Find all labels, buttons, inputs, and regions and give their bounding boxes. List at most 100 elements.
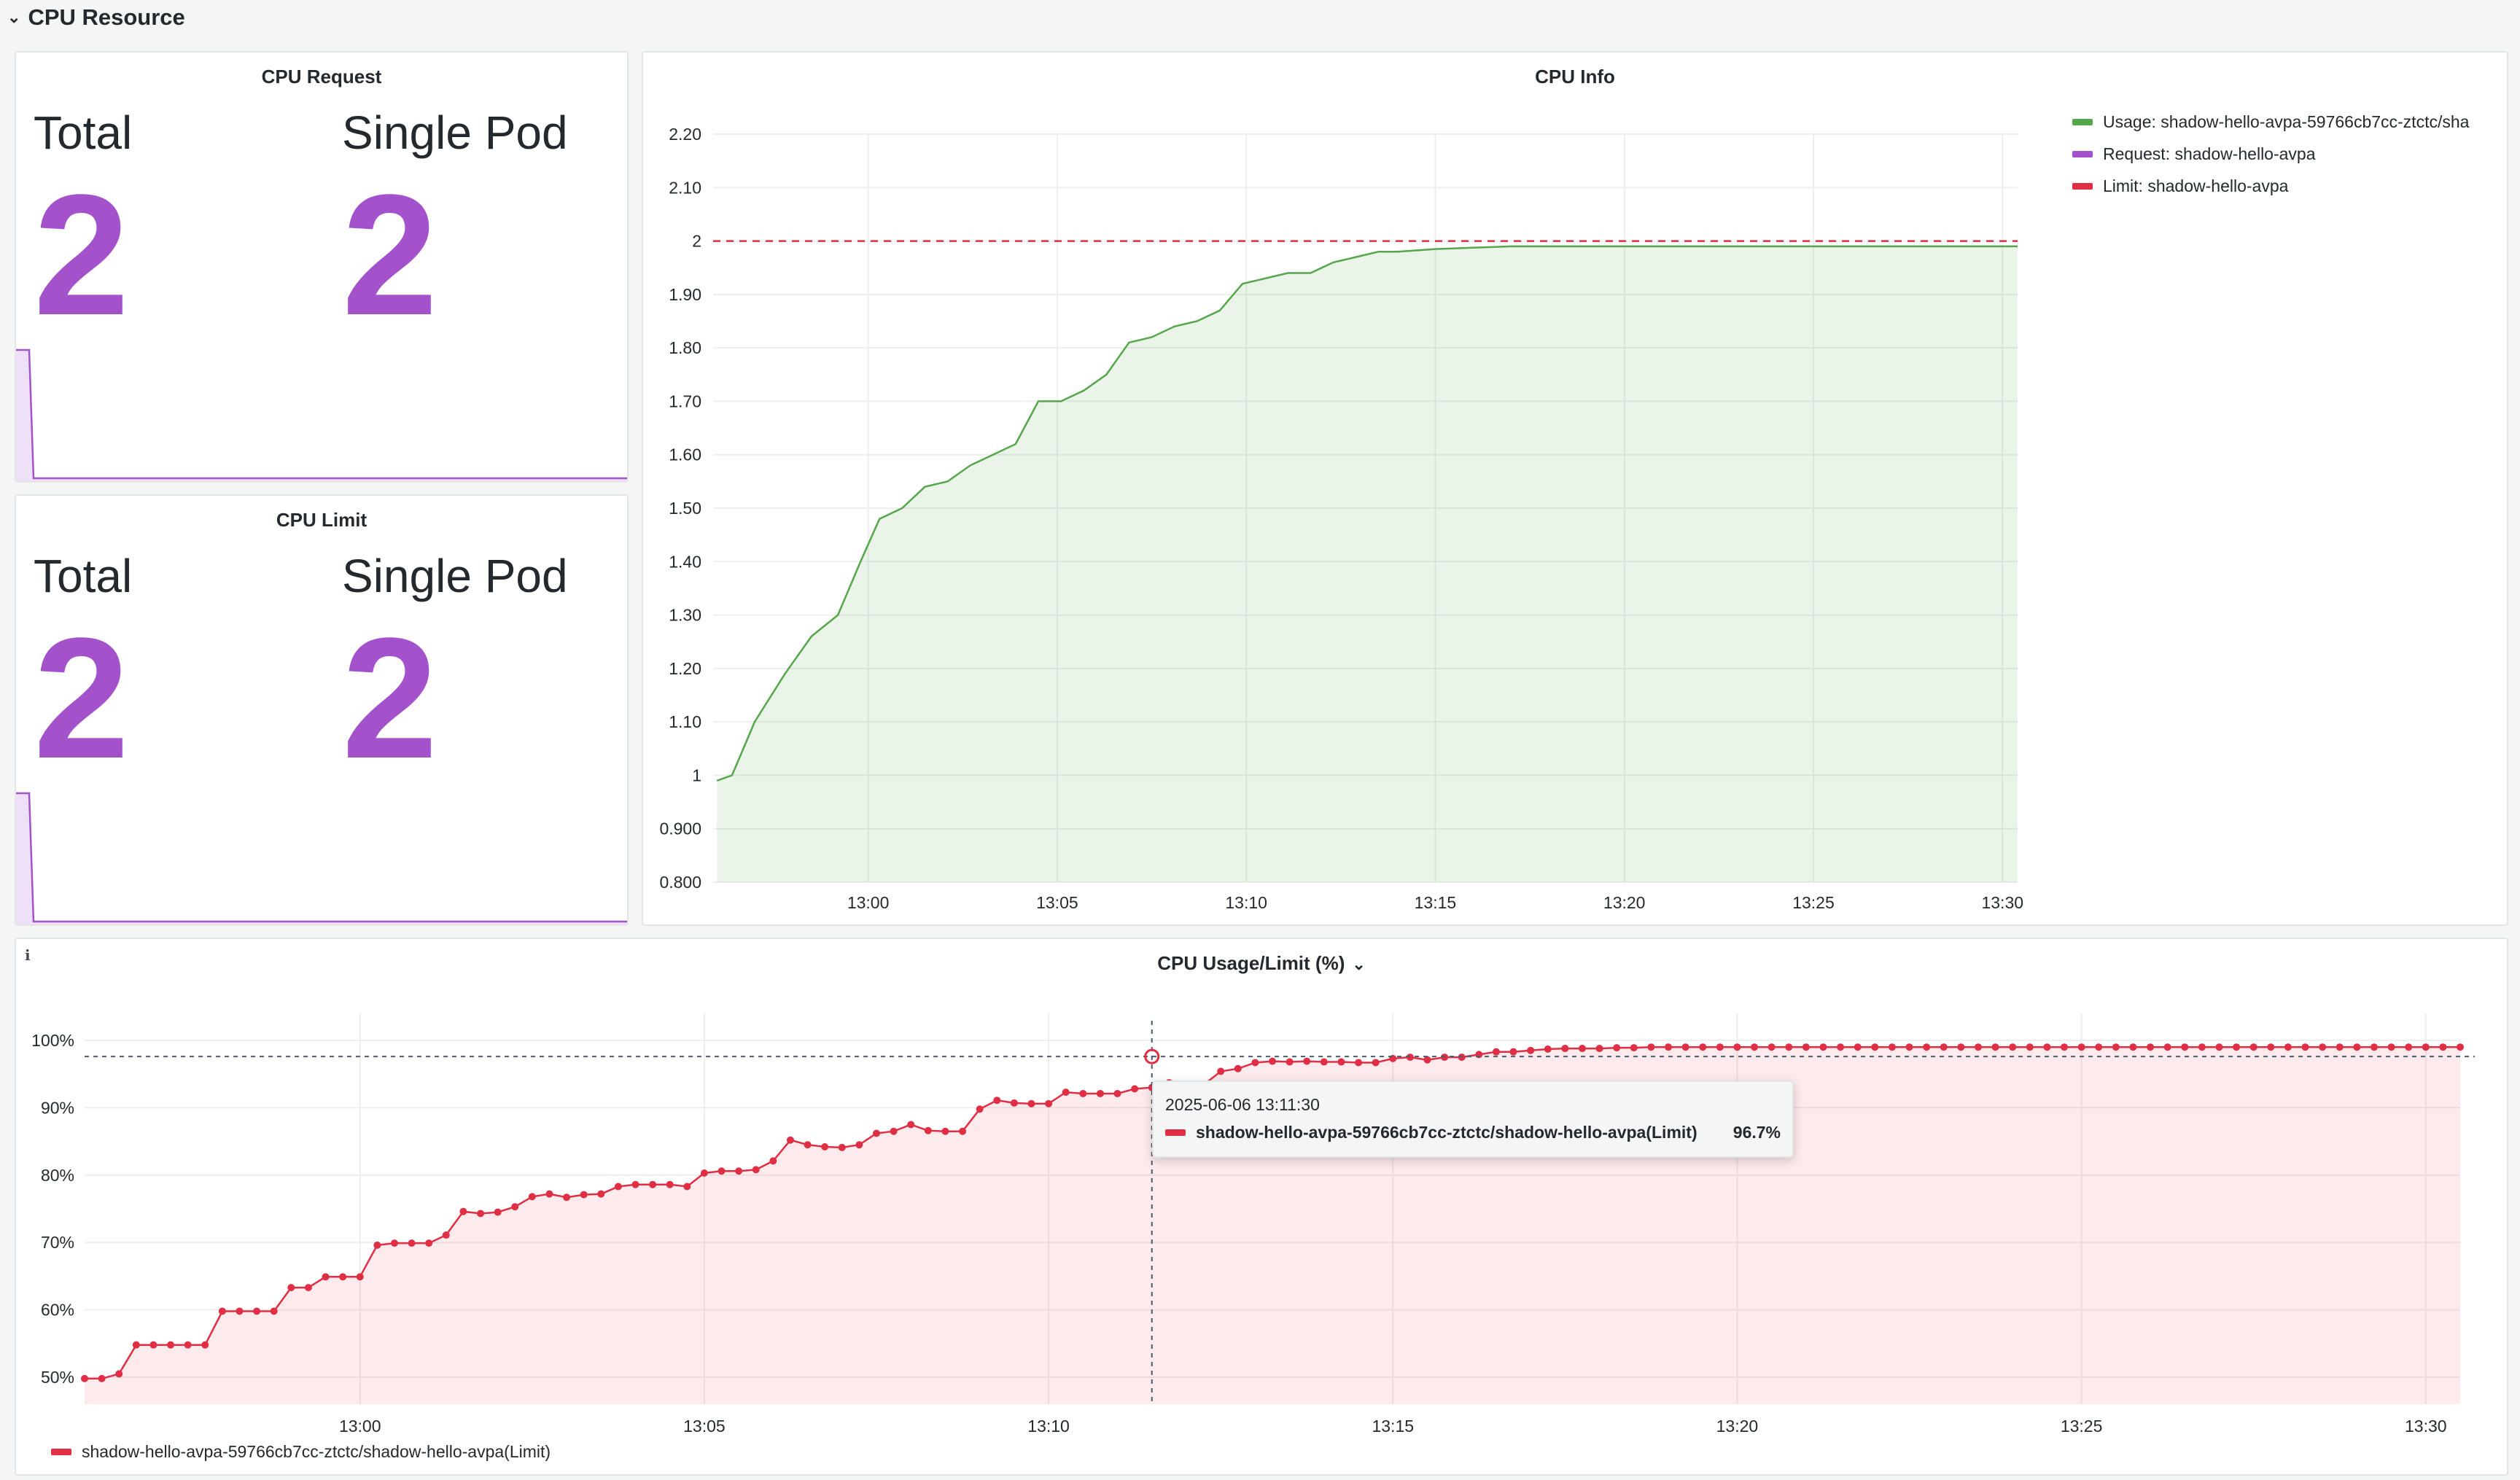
- y-tick-label: 1.70: [669, 392, 701, 410]
- stat-label: Single Pod: [342, 550, 568, 602]
- data-point: [1544, 1045, 1552, 1053]
- data-point: [1062, 1088, 1070, 1097]
- data-point: [149, 1341, 158, 1349]
- usage-area: [717, 246, 2018, 882]
- panel-title[interactable]: CPU Request: [261, 66, 382, 87]
- data-point: [941, 1127, 949, 1135]
- data-point: [1010, 1099, 1018, 1107]
- legend-swatch: [2072, 151, 2093, 157]
- data-point: [1027, 1099, 1035, 1107]
- stat-total: Total 2: [34, 109, 132, 341]
- data-point: [115, 1370, 123, 1378]
- legend-item-usage[interactable]: Usage: shadow-hello-avpa-59766cb7cc-ztct…: [2072, 112, 2469, 132]
- data-point: [1613, 1044, 1621, 1052]
- data-point: [1957, 1043, 1965, 1051]
- tooltip-time: 2025-06-06 13:11:30: [1165, 1095, 1320, 1114]
- data-point: [1423, 1056, 1431, 1064]
- y-tick-label: 100%: [31, 1031, 74, 1050]
- legend-item-limit[interactable]: Limit: shadow-hello-avpa: [2072, 176, 2288, 196]
- data-point: [1991, 1043, 1999, 1051]
- legend-item-limit[interactable]: shadow-hello-avpa-59766cb7cc-ztctc/shado…: [51, 1442, 551, 1462]
- data-point: [528, 1193, 536, 1201]
- data-point: [2129, 1043, 2137, 1051]
- data-point: [1923, 1043, 1931, 1051]
- data-point: [2336, 1043, 2344, 1051]
- data-point: [2147, 1043, 2155, 1051]
- data-point: [1837, 1043, 1845, 1051]
- data-point: [1234, 1064, 1242, 1072]
- data-point: [2439, 1043, 2447, 1051]
- data-point: [81, 1374, 88, 1382]
- x-tick-label: 13:25: [1792, 893, 1835, 912]
- legend-label: Request: shadow-hello-avpa: [2103, 144, 2316, 163]
- data-point: [1819, 1043, 1827, 1051]
- x-tick-label: 13:20: [1716, 1417, 1759, 1436]
- data-point: [1595, 1045, 1603, 1053]
- data-point: [1217, 1067, 1225, 1075]
- panel-title[interactable]: CPU Usage/Limit (%) ⌄: [16, 952, 2507, 975]
- data-point: [597, 1190, 605, 1198]
- stat-value: 2: [342, 159, 438, 351]
- data-point: [287, 1284, 295, 1292]
- data-point: [442, 1231, 450, 1239]
- legend-label: shadow-hello-avpa-59766cb7cc-ztctc/shado…: [82, 1442, 551, 1461]
- data-point: [666, 1180, 674, 1188]
- data-point: [390, 1239, 398, 1247]
- y-tick-label: 1.50: [669, 499, 701, 518]
- data-point: [873, 1129, 880, 1137]
- cpu-limit-panel: CPU Limit Total 2 Single Pod 2: [15, 494, 629, 926]
- stat-value: 2: [342, 602, 438, 795]
- data-point: [2284, 1043, 2292, 1051]
- row-header-cpu-resource[interactable]: ⌄ CPU Resource: [7, 0, 185, 35]
- data-point: [373, 1241, 381, 1249]
- y-tick-label: 1.90: [669, 285, 701, 304]
- legend-item-request[interactable]: Request: shadow-hello-avpa: [2072, 144, 2316, 164]
- data-point: [2370, 1043, 2378, 1051]
- data-point: [2095, 1043, 2103, 1051]
- data-point: [2061, 1043, 2068, 1051]
- y-tick-label: 2.20: [669, 125, 701, 144]
- chevron-down-icon[interactable]: ⌄: [7, 8, 21, 26]
- data-point: [804, 1141, 812, 1149]
- y-tick-label: 1: [692, 766, 701, 784]
- data-point: [2387, 1043, 2395, 1051]
- data-point: [1871, 1043, 1879, 1051]
- data-point: [786, 1136, 794, 1144]
- stat-single-pod: Single Pod 2: [342, 553, 568, 784]
- x-tick-label: 13:25: [2061, 1417, 2103, 1436]
- x-tick-label: 13:05: [1036, 893, 1078, 912]
- data-point: [322, 1273, 330, 1281]
- info-icon[interactable]: i: [25, 946, 31, 964]
- chevron-down-icon[interactable]: ⌄: [1352, 955, 1366, 973]
- sparkline-line: [16, 348, 627, 480]
- data-point: [218, 1307, 226, 1315]
- data-point: [2319, 1043, 2327, 1051]
- y-tick-label: 2: [692, 232, 701, 251]
- y-tick-label: 1.60: [669, 445, 701, 464]
- data-point: [1630, 1044, 1638, 1052]
- data-point: [2112, 1043, 2120, 1051]
- tooltip-value: 96.7%: [1732, 1123, 1781, 1142]
- data-point: [752, 1166, 760, 1174]
- data-point: [545, 1190, 553, 1198]
- data-point: [1320, 1058, 1328, 1066]
- cpu-request-panel: CPU Request Total 2 Single Pod 2: [15, 51, 629, 483]
- y-tick-label: 1.10: [669, 712, 701, 731]
- legend-swatch: [51, 1449, 71, 1455]
- panel-title[interactable]: CPU Limit: [276, 509, 368, 531]
- cpu-usage-limit-chart[interactable]: 50% 60% 70% 80% 90% 100% 13:00 13:05 13:10 13:15 1…: [16, 939, 2508, 1476]
- cpu-info-chart[interactable]: 0.800 0.900 1 1.10 1.20 1.30 1.40 1.50 1.60 1.70 1…: [643, 52, 2508, 926]
- data-point: [769, 1157, 777, 1165]
- x-tick-label: 13:30: [2405, 1417, 2447, 1436]
- data-point: [1647, 1043, 1655, 1051]
- y-tick-label: 1.20: [669, 659, 701, 678]
- data-point: [855, 1141, 863, 1149]
- data-point: [631, 1180, 639, 1188]
- data-point: [1303, 1057, 1311, 1065]
- data-point: [1113, 1089, 1121, 1097]
- panel-title[interactable]: CPU Info: [1535, 66, 1615, 87]
- x-tick-label: 13:10: [1225, 893, 1267, 912]
- legend-label: Limit: shadow-hello-avpa: [2103, 176, 2289, 195]
- data-point: [890, 1127, 898, 1135]
- y-tick-label: 1.30: [669, 606, 701, 625]
